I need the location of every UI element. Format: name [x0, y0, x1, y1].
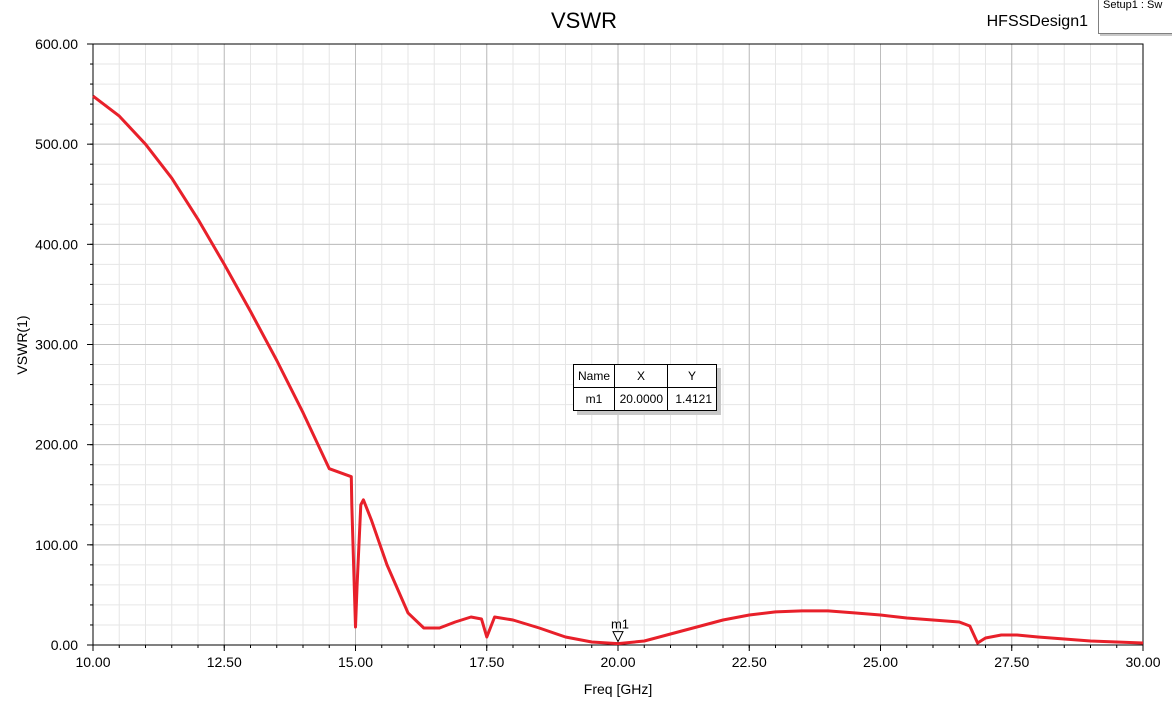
marker-table[interactable]: Name X Y m1 20.0000 1.4121	[572, 364, 718, 411]
chart-title: VSWR	[551, 8, 617, 33]
axis-ticks	[87, 43, 1144, 651]
x-tick-label: 17.50	[469, 654, 504, 670]
legend-label: Setup1 : Sw	[1103, 0, 1163, 11]
x-tick-labels: 10.00 12.50 15.00 17.50 20.00 22.50 25.00 27.50…	[75, 654, 1160, 670]
y-tick-label: 200.00	[35, 437, 78, 453]
marker-table-cell-name: m1	[572, 387, 616, 411]
x-tick-label: 20.00	[600, 654, 635, 670]
x-tick-label: 15.00	[338, 654, 373, 670]
y-tick-label: 600.00	[35, 36, 78, 52]
x-tick-label: 30.00	[1125, 654, 1160, 670]
legend-box[interactable]: Setup1 : Sw	[1098, 0, 1172, 34]
x-axis-label: Freq [GHz]	[584, 681, 652, 697]
marker-triangle-icon[interactable]	[612, 631, 624, 643]
y-tick-label: 300.00	[35, 337, 78, 353]
x-tick-label: 25.00	[863, 654, 898, 670]
y-tick-label: 100.00	[35, 537, 78, 553]
vswr-series-line	[92, 94, 1144, 646]
y-tick-label: 400.00	[35, 236, 78, 252]
y-tick-labels: 0.00 100.00 200.00 300.00 400.00 500.00 600.00	[35, 36, 78, 653]
x-tick-label: 22.50	[732, 654, 767, 670]
marker-table-cell-x: 20.0000	[614, 387, 669, 411]
x-tick-label: 27.50	[994, 654, 1029, 670]
series-layer	[92, 94, 1144, 646]
y-axis-label: VSWR(1)	[14, 315, 30, 374]
marker-table-row: m1 20.0000 1.4121	[572, 387, 718, 411]
marker-table-header-x: X	[614, 364, 669, 388]
x-tick-label: 12.50	[207, 654, 242, 670]
marker-label: m1	[611, 617, 629, 632]
marker-table-cell-y: 1.4121	[667, 387, 718, 411]
y-tick-label: 500.00	[35, 136, 78, 152]
marker-table-header: Name X Y	[572, 364, 718, 388]
x-tick-label: 10.00	[75, 654, 110, 670]
marker-table-header-y: Y	[667, 364, 718, 388]
design-name: HFSSDesign1	[987, 13, 1088, 30]
marker-layer: m1	[611, 617, 629, 643]
marker-table-header-name: Name	[572, 364, 616, 388]
y-tick-label: 0.00	[51, 637, 78, 653]
